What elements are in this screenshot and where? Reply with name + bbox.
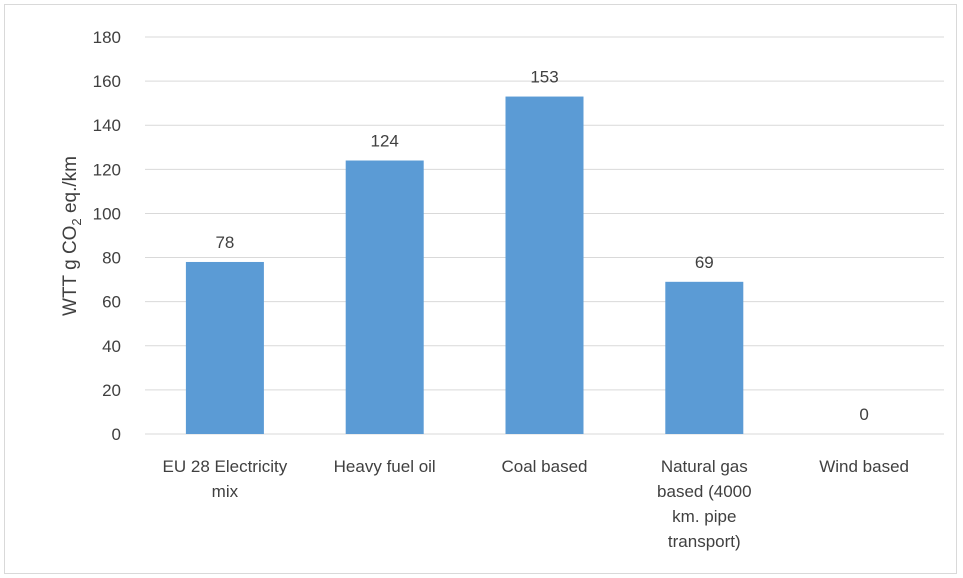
x-tick-label: EU 28 Electricity mix xyxy=(163,457,288,501)
bars xyxy=(185,96,744,435)
data-label: 153 xyxy=(530,68,558,87)
x-tick-label-line: Heavy fuel oil xyxy=(334,457,436,476)
x-tick-label-line: km. pipe xyxy=(672,507,736,526)
y-tick-label: 100 xyxy=(93,204,121,223)
data-label: 69 xyxy=(695,253,714,272)
x-axis-ticks: EU 28 Electricity mix Heavy fuel oil Coal b… xyxy=(163,457,909,551)
bar-3 xyxy=(505,96,584,435)
data-label: 78 xyxy=(215,233,234,252)
y-tick-label: 40 xyxy=(102,337,121,356)
x-tick-label: Heavy fuel oil xyxy=(334,457,436,476)
x-tick-label-line: EU 28 Electricity xyxy=(163,457,288,476)
x-tick-label-line: Natural gas xyxy=(661,457,748,476)
gridlines xyxy=(145,36,944,435)
bar-4 xyxy=(665,281,744,434)
y-axis-title: WTT g CO2 eq./km xyxy=(60,156,84,316)
x-tick-label-line: transport) xyxy=(668,532,741,551)
y-tick-label: 120 xyxy=(93,160,121,179)
bar-2 xyxy=(345,160,424,434)
x-tick-label-line: Wind based xyxy=(819,457,909,476)
chart-frame xyxy=(4,4,957,574)
x-tick-label-line: mix xyxy=(212,482,239,501)
y-tick-label: 80 xyxy=(102,249,121,268)
y-tick-label: 20 xyxy=(102,381,121,400)
x-tick-label-line: Coal based xyxy=(501,457,587,476)
bar-1 xyxy=(185,261,264,434)
x-tick-label-line: based (4000 xyxy=(657,482,752,501)
y-tick-label: 160 xyxy=(93,72,121,91)
y-axis-ticks: 0 20 40 60 80 100 120 140 160 180 xyxy=(93,28,121,444)
data-label: 124 xyxy=(371,132,399,151)
data-labels: 78 124 153 69 0 xyxy=(215,68,868,424)
y-tick-label: 180 xyxy=(93,28,121,47)
x-tick-label: Wind based xyxy=(819,457,909,476)
x-tick-label: Coal based xyxy=(501,457,587,476)
data-label: 0 xyxy=(859,405,868,424)
y-tick-label: 140 xyxy=(93,116,121,135)
y-tick-label: 0 xyxy=(112,425,121,444)
y-tick-label: 60 xyxy=(102,293,121,312)
x-tick-label: Natural gas based (4000 km. pipe transport) xyxy=(657,457,752,551)
